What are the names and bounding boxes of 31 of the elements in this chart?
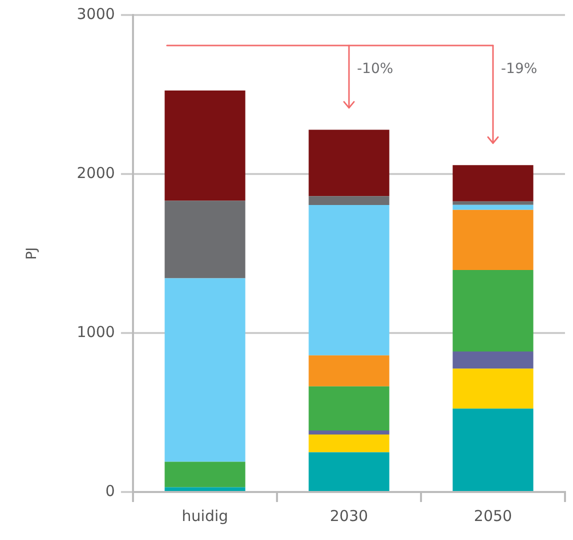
x-tick-label: huidig — [182, 506, 228, 525]
y-axis-title: PJ — [24, 247, 40, 260]
bar — [164, 200, 246, 278]
bar — [452, 210, 534, 270]
bar — [308, 205, 390, 356]
bar — [452, 201, 534, 205]
y-tick-label: 0 — [105, 482, 115, 500]
y-tick-label: 2000 — [76, 164, 115, 182]
bar — [452, 368, 534, 409]
bar — [308, 196, 390, 206]
bar — [308, 130, 390, 196]
bar — [164, 278, 246, 462]
x-tick-label: 2050 — [474, 506, 512, 525]
y-tick-label: 1000 — [76, 322, 115, 341]
bar — [452, 270, 534, 352]
bar — [308, 452, 390, 491]
bar — [164, 90, 246, 201]
bar — [308, 386, 390, 430]
bar — [452, 165, 534, 202]
x-tick-label: 2030 — [330, 506, 368, 525]
bar — [308, 430, 390, 434]
bar — [308, 355, 390, 386]
bar — [308, 434, 390, 452]
annotation: -10% — [356, 61, 394, 78]
bar — [164, 462, 246, 488]
y-tick-label: 3000 — [76, 4, 115, 23]
bar — [452, 408, 534, 491]
bar — [164, 487, 246, 491]
bar — [452, 204, 534, 210]
annotation: -19% — [500, 61, 538, 78]
bar — [452, 351, 534, 369]
